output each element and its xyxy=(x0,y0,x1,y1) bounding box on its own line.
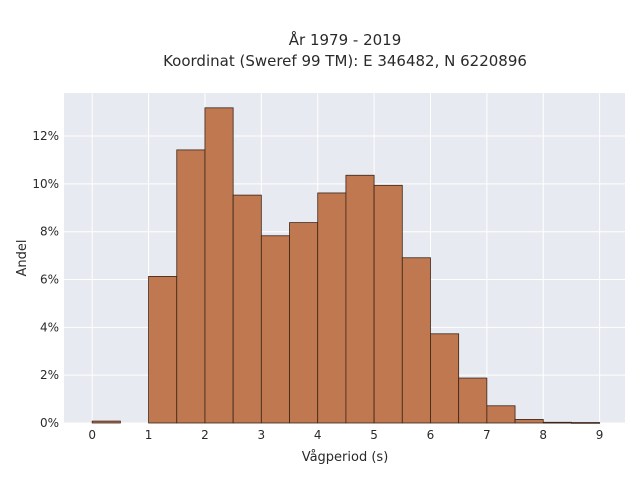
y-tick-label: 12% xyxy=(32,129,59,143)
histogram-bar-16 xyxy=(542,421,572,424)
chart-title-line-2: Koordinat (Sweref 99 TM): E 346482, N 62… xyxy=(163,52,527,70)
x-tick-label: 4 xyxy=(314,428,322,442)
histogram-bar-17 xyxy=(571,422,601,424)
histogram-bar-14 xyxy=(486,405,516,424)
y-tick-label: 4% xyxy=(40,320,59,334)
y-axis-label: Andel xyxy=(15,240,30,277)
y-tick-label: 0% xyxy=(40,416,59,430)
histogram-bar-7 xyxy=(289,222,319,424)
histogram-bar-10 xyxy=(373,184,403,424)
x-tick-label: 0 xyxy=(88,428,96,442)
x-tick-label: 8 xyxy=(539,428,547,442)
x-tick-label: 9 xyxy=(596,428,604,442)
x-tick-label: 7 xyxy=(483,428,491,442)
y-tick-label: 6% xyxy=(40,273,59,287)
histogram-bar-13 xyxy=(458,377,488,424)
x-tick-label: 6 xyxy=(427,428,435,442)
y-axis-ticks: 0% 2% 4% 6% 8% 10% 12% xyxy=(32,129,59,430)
y-tick-label: 8% xyxy=(40,225,59,239)
histogram-bar-4 xyxy=(204,107,234,424)
histogram-bars xyxy=(91,107,601,424)
y-tick-label: 10% xyxy=(32,177,59,191)
histogram-bar-8 xyxy=(317,192,347,424)
x-tick-label: 5 xyxy=(370,428,378,442)
histogram-bar-11 xyxy=(401,257,431,424)
y-tick-label: 2% xyxy=(40,368,59,382)
x-tick-label: 3 xyxy=(258,428,266,442)
x-tick-label: 2 xyxy=(201,428,209,442)
x-axis-ticks: 0 1 2 3 4 5 6 7 8 9 xyxy=(88,428,603,442)
chart-title-line-1: År 1979 - 2019 xyxy=(289,30,402,49)
x-tick-label: 1 xyxy=(145,428,153,442)
histogram-bar-2 xyxy=(148,276,178,424)
histogram-bar-12 xyxy=(430,333,460,424)
histogram-bar-3 xyxy=(176,149,206,424)
histogram-bar-9 xyxy=(345,174,375,424)
histogram-bar-6 xyxy=(260,235,290,424)
histogram-bar-0 xyxy=(91,420,121,424)
histogram-bar-5 xyxy=(232,194,262,424)
x-axis-label: Vågperiod (s) xyxy=(302,450,389,465)
histogram-bar-15 xyxy=(514,419,544,424)
